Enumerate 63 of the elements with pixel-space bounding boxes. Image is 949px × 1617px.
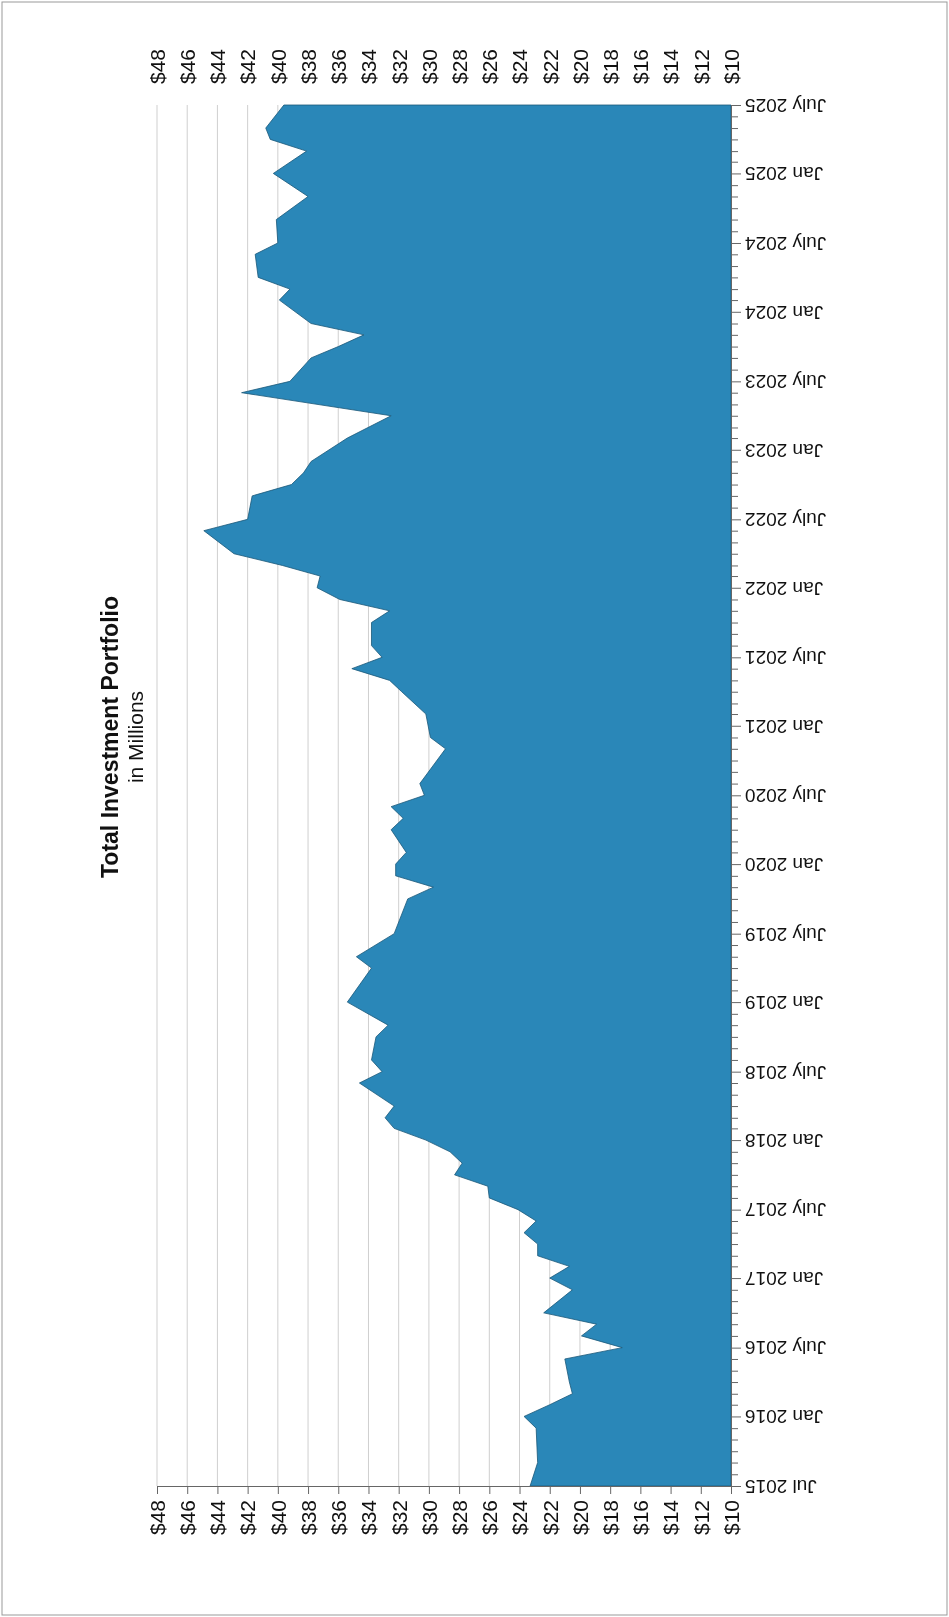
x-tick-label: $26 <box>478 48 502 84</box>
x2-tick-label: $38 <box>296 1500 320 1536</box>
x-tick-label: $34 <box>357 48 381 84</box>
y-tick-label: Jan 2020 <box>745 853 824 875</box>
y-tick-label: Jan 2023 <box>745 439 824 461</box>
x2-tick-label: $42 <box>236 1500 260 1536</box>
y-tick-label: July 2018 <box>745 1061 827 1083</box>
x2-tick-label: $16 <box>629 1500 653 1536</box>
x2-tick-label: $10 <box>719 1500 743 1536</box>
x2-tick-label: $14 <box>659 1499 683 1536</box>
y-tick-label: Jan 2016 <box>745 1406 824 1428</box>
y-tick-label: Jul 2015 <box>745 1475 817 1497</box>
x2-tick-label: $32 <box>387 1500 411 1536</box>
x2-tick-label: $26 <box>478 1500 502 1536</box>
x-tick-label: $10 <box>719 48 743 84</box>
x2-tick-label: $24 <box>508 1499 532 1536</box>
y-tick-label: Jan 2022 <box>745 577 824 599</box>
y-tick-label: July 2023 <box>745 371 827 393</box>
y-tick-label: Jan 2024 <box>744 301 824 323</box>
y-tick-label: Jan 2017 <box>745 1267 824 1289</box>
y-tick-label: July 2020 <box>745 785 827 807</box>
x2-tick-label: $20 <box>568 1500 592 1536</box>
x2-tick-label: $36 <box>327 1500 351 1536</box>
text: Total Investment Portfolio <box>97 596 123 878</box>
y-tick-label: Jan 2025 <box>745 163 824 185</box>
x-tick-label: $44 <box>206 48 230 84</box>
x-tick-label: $20 <box>568 48 592 84</box>
x-tick-label: $22 <box>538 48 562 84</box>
y-tick-label: July 2019 <box>745 923 827 945</box>
x2-tick-label: $18 <box>599 1500 623 1536</box>
y-tick-label: Jan 2019 <box>745 991 824 1013</box>
y-tick-label: July 2016 <box>745 1337 827 1359</box>
x-tick-label: $48 <box>145 48 169 84</box>
x2-tick-label: $46 <box>176 1500 200 1536</box>
x-tick-label: $14 <box>659 48 683 84</box>
y-tick-label: Jan 2021 <box>745 715 824 737</box>
x-tick-label: $30 <box>417 48 441 84</box>
y-tick-label: July 2025 <box>745 94 827 116</box>
y-tick-label: July 2022 <box>745 509 827 531</box>
x2-tick-label: $28 <box>447 1500 471 1536</box>
x-tick-label: $36 <box>327 48 351 84</box>
x-tick-label: $16 <box>629 48 653 84</box>
x-tick-label: $32 <box>387 48 411 84</box>
x2-tick-label: $22 <box>538 1500 562 1536</box>
y-tick-label: July 2021 <box>745 647 827 669</box>
x2-tick-label: $44 <box>206 1499 230 1536</box>
x-tick-label: $24 <box>508 48 532 84</box>
x2-tick-label: $12 <box>689 1500 713 1536</box>
x-tick-label: $46 <box>176 48 200 84</box>
x-tick-label: $28 <box>447 48 471 84</box>
x2-tick-label: $34 <box>357 1499 381 1536</box>
y-tick-label: July 2017 <box>745 1199 827 1221</box>
x-tick-label: $18 <box>599 48 623 84</box>
x-tick-label: $12 <box>689 48 713 84</box>
text: in Millions <box>124 690 147 784</box>
x2-tick-label: $30 <box>417 1500 441 1536</box>
x2-tick-label: $48 <box>145 1500 169 1536</box>
y-tick-label: July 2024 <box>744 232 827 254</box>
x-tick-label: $38 <box>296 48 320 84</box>
x-tick-label: $40 <box>266 48 290 84</box>
y-tick-label: Jan 2018 <box>745 1129 824 1151</box>
x2-tick-label: $40 <box>266 1500 290 1536</box>
x-tick-label: $42 <box>236 48 260 84</box>
